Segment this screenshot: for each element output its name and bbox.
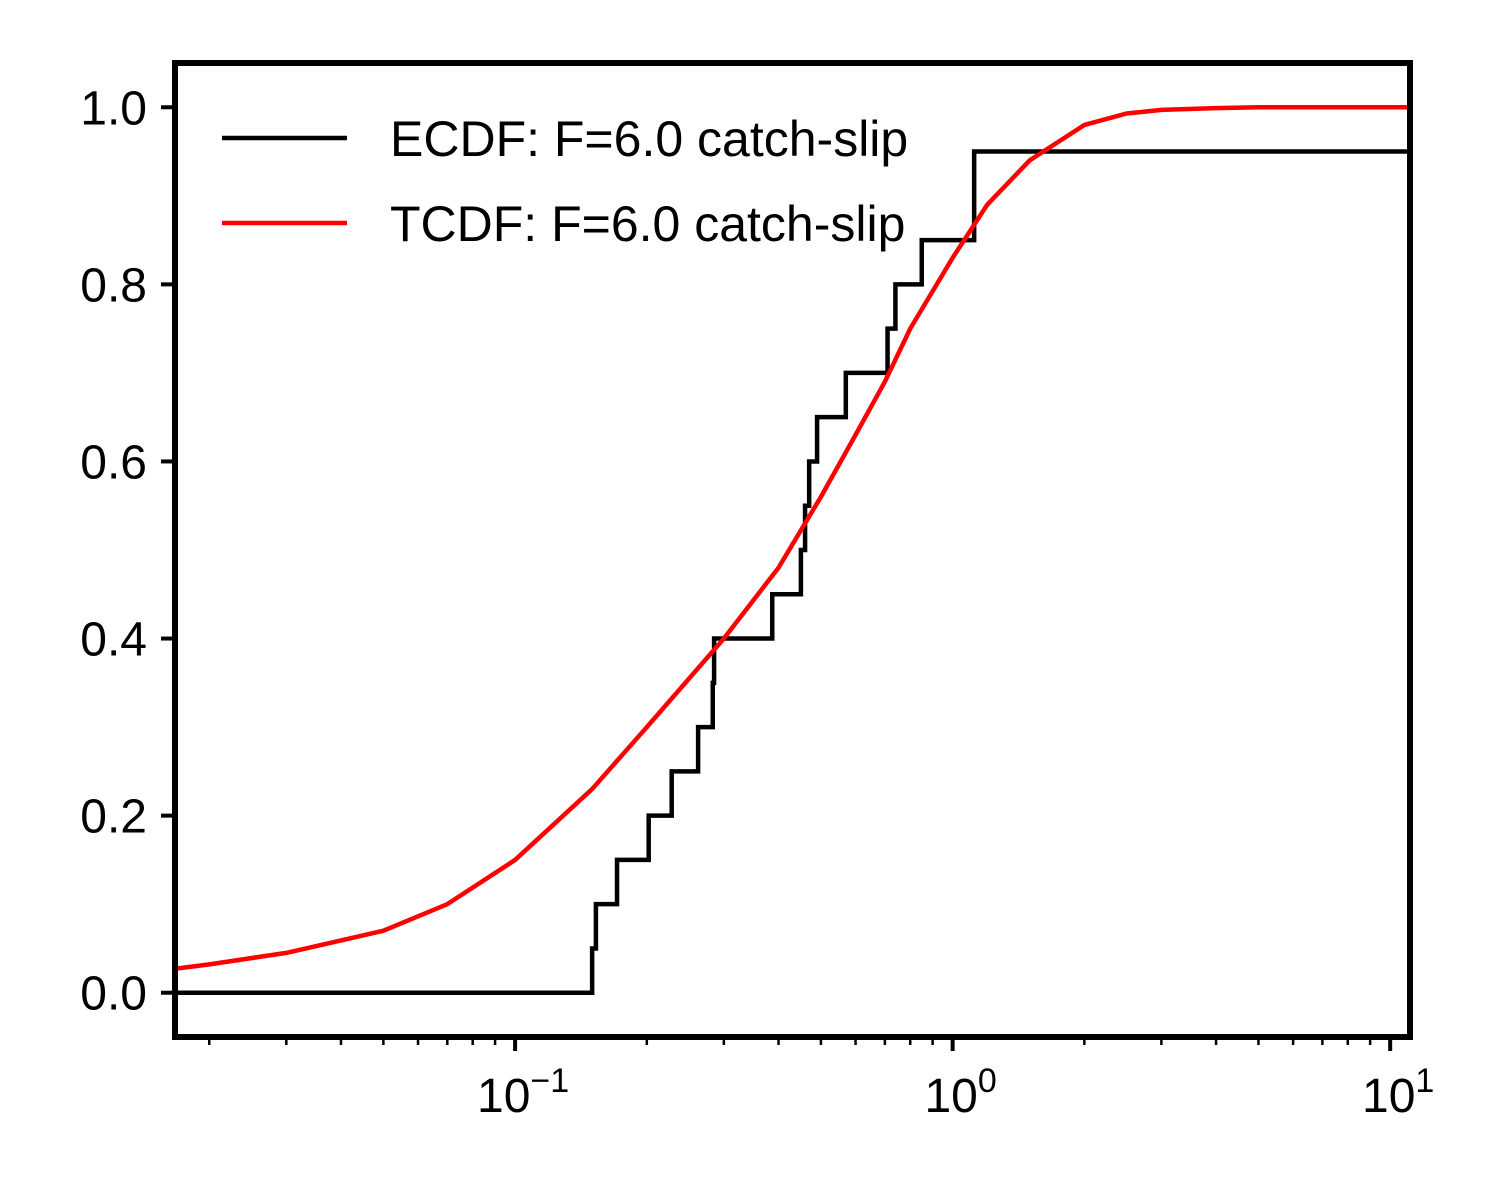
x-tick-label: 100 — [924, 1062, 996, 1123]
series-line-ecdf — [175, 107, 1410, 995]
legend-label: TCDF: F=6.0 catch-slip — [390, 196, 905, 252]
legend-label: ECDF: F=6.0 catch-slip — [390, 111, 908, 167]
series-line-tcdf — [175, 105, 1410, 972]
y-tick-label: 0.2 — [80, 791, 147, 844]
x-tick-label: 10−1 — [477, 1062, 569, 1123]
plot-area — [175, 105, 1410, 995]
y-tick-label: 0.6 — [80, 436, 147, 489]
y-tick-label: 0.0 — [80, 968, 147, 1021]
legend: ECDF: F=6.0 catch-slip TCDF: F=6.0 catch-… — [222, 111, 908, 252]
y-tick-label: 1.0 — [80, 82, 147, 135]
axes-frame — [172, 60, 1413, 1040]
y-tick-label: 0.4 — [80, 614, 147, 667]
y-tick-label: 0.8 — [80, 259, 147, 312]
x-tick-label: 101 — [1362, 1062, 1434, 1123]
